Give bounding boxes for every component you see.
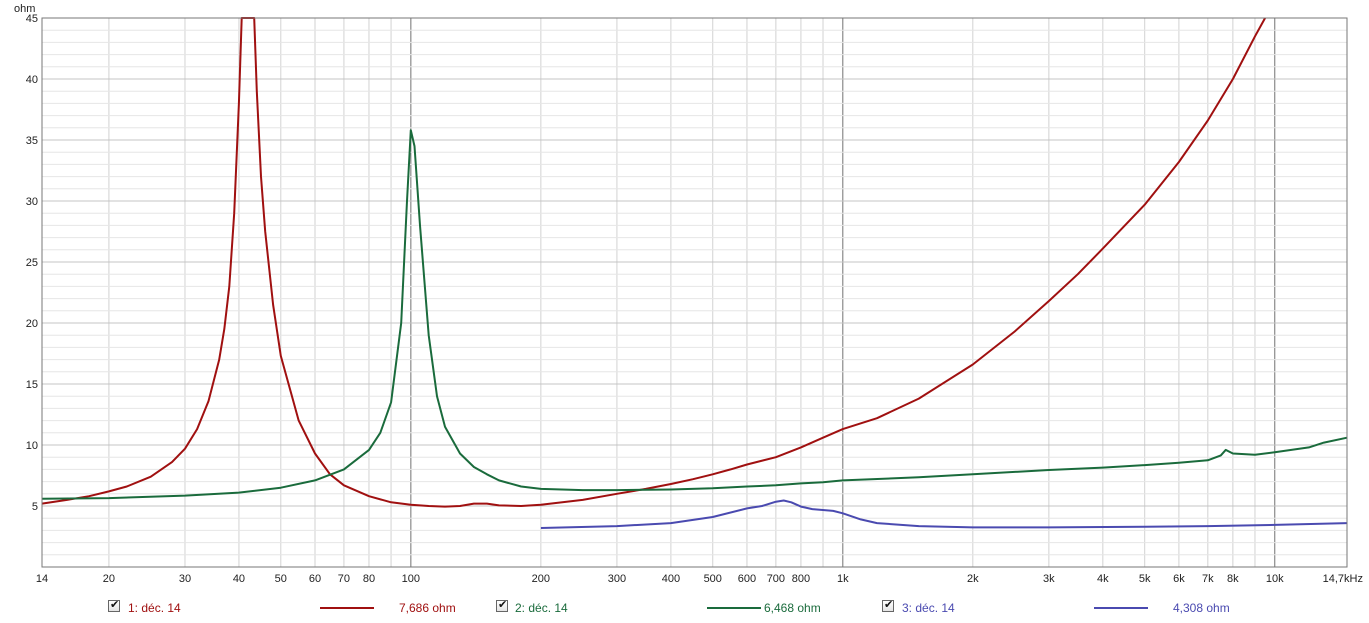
y-tick-label: 35 bbox=[26, 135, 38, 147]
legend: 1: déc. 14 7,686 ohm 2: déc. 14 6,468 oh… bbox=[0, 596, 1369, 620]
x-tick-label: 4k bbox=[1097, 573, 1109, 585]
x-tick-label: 600 bbox=[738, 573, 756, 585]
y-tick-label: 30 bbox=[26, 196, 38, 208]
series-1-swatch bbox=[320, 607, 374, 609]
y-tick-label: 40 bbox=[26, 74, 38, 86]
x-tick-label: 70 bbox=[338, 573, 350, 585]
x-tick-label: 2k bbox=[967, 573, 979, 585]
x-tick-label: 80 bbox=[363, 573, 375, 585]
x-tick-label: 500 bbox=[704, 573, 722, 585]
plot-area bbox=[41, 17, 1348, 568]
x-tick-label: 5k bbox=[1139, 573, 1151, 585]
legend-item-1: 1: déc. 14 7,686 ohm bbox=[108, 596, 628, 620]
x-tick-label: 700 bbox=[767, 573, 785, 585]
x-tick-label: 60 bbox=[309, 573, 321, 585]
x-tick-label: 100 bbox=[402, 573, 420, 585]
y-tick-label: 10 bbox=[26, 440, 38, 452]
x-tick-label: 8k bbox=[1227, 573, 1239, 585]
y-tick-label: 5 bbox=[32, 501, 38, 513]
y-tick-label: 20 bbox=[26, 318, 38, 330]
y-tick-labels: 5 10 15 20 25 30 35 40 45 bbox=[26, 13, 38, 513]
x-tick-label: 40 bbox=[233, 573, 245, 585]
x-tick-label: 7k bbox=[1202, 573, 1214, 585]
y-tick-label: 45 bbox=[26, 13, 38, 25]
series-2-swatch bbox=[707, 607, 761, 609]
x-tick-label: 50 bbox=[275, 573, 287, 585]
legend-item-2: 2: déc. 14 6,468 ohm bbox=[496, 596, 876, 620]
series-lines bbox=[41, 17, 1348, 529]
x-tick-label: 1k bbox=[837, 573, 849, 585]
x-tick-label: 300 bbox=[608, 573, 626, 585]
series-3-checkbox[interactable] bbox=[882, 598, 894, 612]
x-tick-label: 6k bbox=[1173, 573, 1185, 585]
x-tick-label: 14 bbox=[36, 573, 48, 585]
x-tick-label: 30 bbox=[179, 573, 191, 585]
series-3-value: 4,308 ohm bbox=[1173, 601, 1230, 615]
x-tick-label: 14,7kHz bbox=[1323, 573, 1363, 585]
series-1-checkbox[interactable] bbox=[108, 598, 120, 612]
y-tick-label: 15 bbox=[26, 379, 38, 391]
x-tick-label: 3k bbox=[1043, 573, 1055, 585]
series-1-label: 1: déc. 14 bbox=[128, 601, 181, 615]
x-tick-label: 20 bbox=[103, 573, 115, 585]
series-3-label: 3: déc. 14 bbox=[902, 601, 955, 615]
plot-border bbox=[41, 17, 1348, 568]
series-1-value: 7,686 ohm bbox=[399, 601, 456, 615]
series-2-label: 2: déc. 14 bbox=[515, 601, 568, 615]
series-line-1 bbox=[41, 17, 1266, 508]
x-tick-labels: 14 20 30 40 50 60 70 80 100 200 300 400 500 600 700 800… bbox=[36, 573, 1363, 585]
x-tick-label: 800 bbox=[792, 573, 810, 585]
x-tick-label: 400 bbox=[662, 573, 680, 585]
x-tick-label: 10k bbox=[1266, 573, 1284, 585]
series-2-checkbox[interactable] bbox=[496, 598, 508, 612]
x-grid bbox=[108, 18, 1276, 567]
series-line-3 bbox=[540, 499, 1348, 529]
x-tick-label: 200 bbox=[532, 573, 550, 585]
series-3-swatch bbox=[1094, 607, 1148, 609]
series-line-2 bbox=[41, 129, 1348, 500]
y-tick-label: 25 bbox=[26, 257, 38, 269]
series-2-value: 6,468 ohm bbox=[764, 601, 821, 615]
y-axis-unit: ohm bbox=[14, 3, 35, 15]
legend-item-3: 3: déc. 14 4,308 ohm bbox=[882, 596, 1262, 620]
